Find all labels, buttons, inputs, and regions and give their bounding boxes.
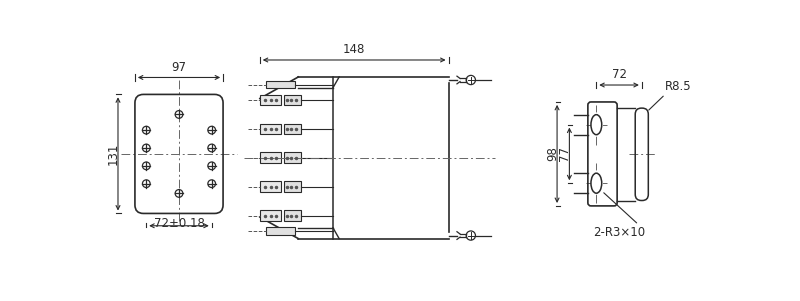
Text: 72±0.18: 72±0.18 [154,217,205,230]
Bar [260,95,282,105]
Bar [284,123,301,134]
Ellipse shape [591,115,602,135]
Text: 148: 148 [343,43,366,56]
Bar [260,210,282,221]
Bar [284,210,301,221]
Text: 98: 98 [546,147,559,161]
Bar [260,123,282,134]
Text: 72: 72 [611,68,626,81]
Text: 2-R3×10: 2-R3×10 [594,226,646,239]
Bar [260,181,282,192]
Ellipse shape [591,173,602,193]
Text: 131: 131 [107,143,120,165]
Bar [284,181,301,192]
Text: 97: 97 [171,61,186,74]
Bar [266,81,295,88]
Bar [260,152,282,163]
Bar [266,227,295,235]
Bar [284,95,301,105]
Text: R8.5: R8.5 [666,80,692,93]
Text: 77: 77 [558,146,571,161]
Bar [284,152,301,163]
